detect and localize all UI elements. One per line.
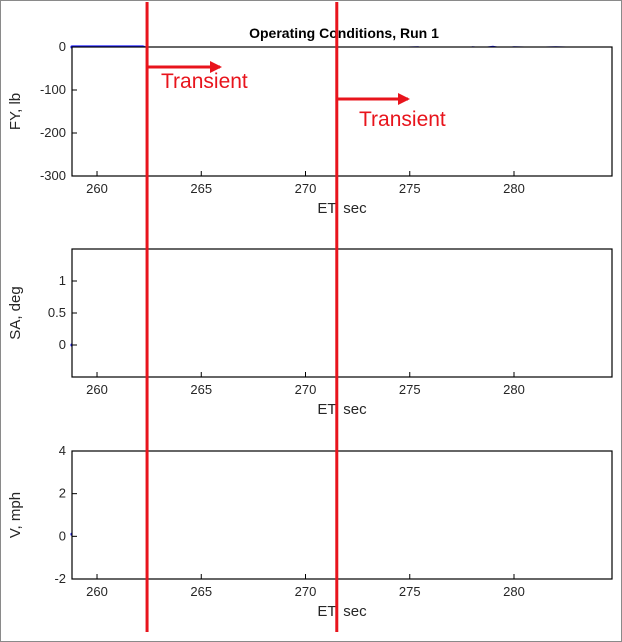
chart-title: Operating Conditions, Run 1: [249, 25, 439, 41]
sa-y-tick-label: 0.5: [48, 305, 66, 320]
v-x-tick-label: 275: [399, 584, 421, 599]
sa-axes-frame: [71, 248, 613, 378]
fy-y-axis-label: FY, lb: [7, 93, 24, 130]
fy-x-tick-label: 260: [86, 181, 108, 196]
sa-x-tick-label: 265: [190, 382, 212, 397]
fy-y-tick-label: 0: [59, 39, 66, 54]
sa-x-axis-label: ET, sec: [317, 401, 367, 418]
fy-axes-frame: [71, 46, 613, 177]
fy-y-tick-label: -300: [40, 168, 66, 183]
transient-label-2: Transient: [359, 108, 446, 131]
v-y-tick-label: 0: [59, 528, 66, 543]
fy-y-tick-label: -100: [40, 82, 66, 97]
sa-y-tick-label: 1: [59, 273, 66, 288]
v-x-tick-label: 260: [86, 584, 108, 599]
fy-y-tick-label: -200: [40, 125, 66, 140]
sa-panel: 260 265 270 275 280 1 0.5 0 ET, sec SA, deg: [7, 248, 613, 418]
fy-x-tick-label: 280: [503, 181, 525, 196]
transient-label-1: Transient: [161, 70, 248, 93]
sa-x-tick-label: 270: [295, 382, 317, 397]
v-x-axis-label: ET, sec: [317, 603, 367, 620]
v-x-tick-label: 280: [503, 584, 525, 599]
sa-y-axis-label: SA, deg: [7, 286, 24, 339]
fy-x-tick-label: 270: [295, 181, 317, 196]
sa-x-tick-label: 260: [86, 382, 108, 397]
fy-x-tick-label: 275: [399, 181, 421, 196]
transient-arrowhead-2: [398, 93, 410, 105]
v-x-tick-label: 265: [190, 584, 212, 599]
v-panel: 260 265 270 275 280 4 2 0 -2 ET, sec V, mph: [7, 443, 613, 620]
fy-panel: 260 265 270 275 280 0 -100 -200 -300 ET, sec FY, l…: [7, 39, 613, 217]
fy-x-axis-label: ET, sec: [317, 200, 367, 217]
v-y-tick-label: 4: [59, 443, 66, 458]
transient-arrowhead-1: [210, 61, 222, 73]
v-y-tick-label: 2: [59, 486, 66, 501]
v-axes-frame: [71, 450, 613, 580]
sa-x-tick-label: 275: [399, 382, 421, 397]
sa-x-tick-label: 280: [503, 382, 525, 397]
fy-x-tick-label: 265: [190, 181, 212, 196]
event-markers: [145, 2, 339, 632]
v-x-tick-label: 270: [295, 584, 317, 599]
v-y-axis-label: V, mph: [7, 492, 24, 538]
transient-annotations: Transient Transient: [147, 61, 446, 131]
sa-y-tick-label: 0: [59, 337, 66, 352]
v-y-tick-label: -2: [54, 571, 66, 586]
